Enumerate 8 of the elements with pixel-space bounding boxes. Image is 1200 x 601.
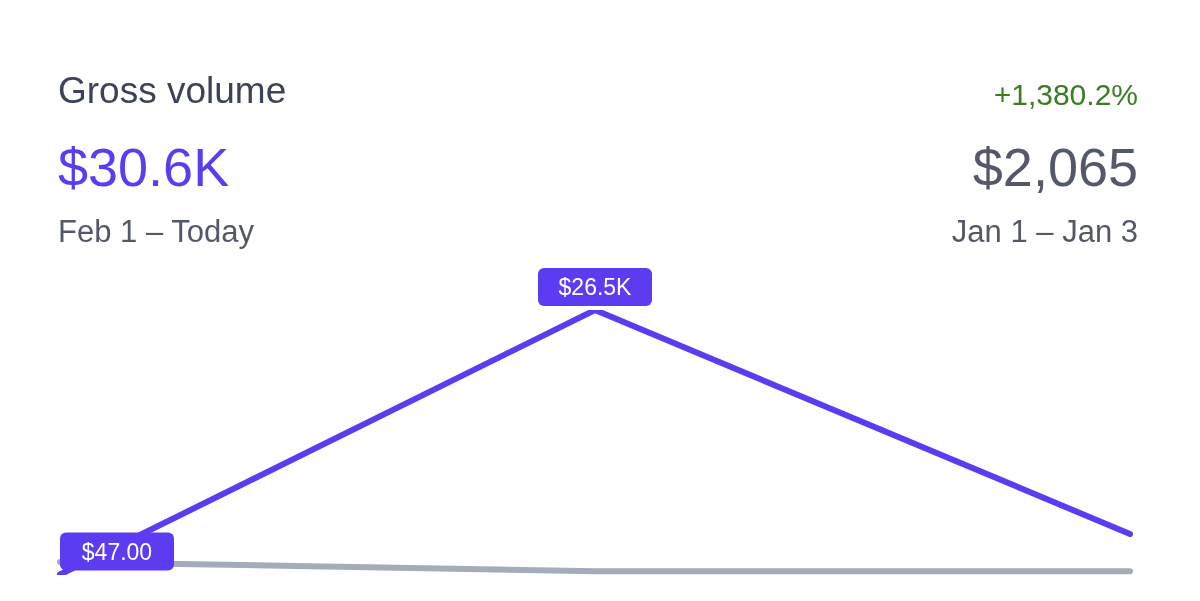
- text: Feb 1 – Today: [58, 214, 254, 250]
- text: Jan 1 – Jan 3: [951, 214, 1138, 250]
- chart-title: Gross volume: [58, 70, 287, 112]
- data-label: $47.00: [81, 538, 153, 565]
- text: $30.6K: [58, 136, 230, 198]
- text: $2,065: [972, 136, 1138, 198]
- data-label: $26.5K: [558, 274, 633, 300]
- text: +1,380.2%: [993, 78, 1138, 112]
